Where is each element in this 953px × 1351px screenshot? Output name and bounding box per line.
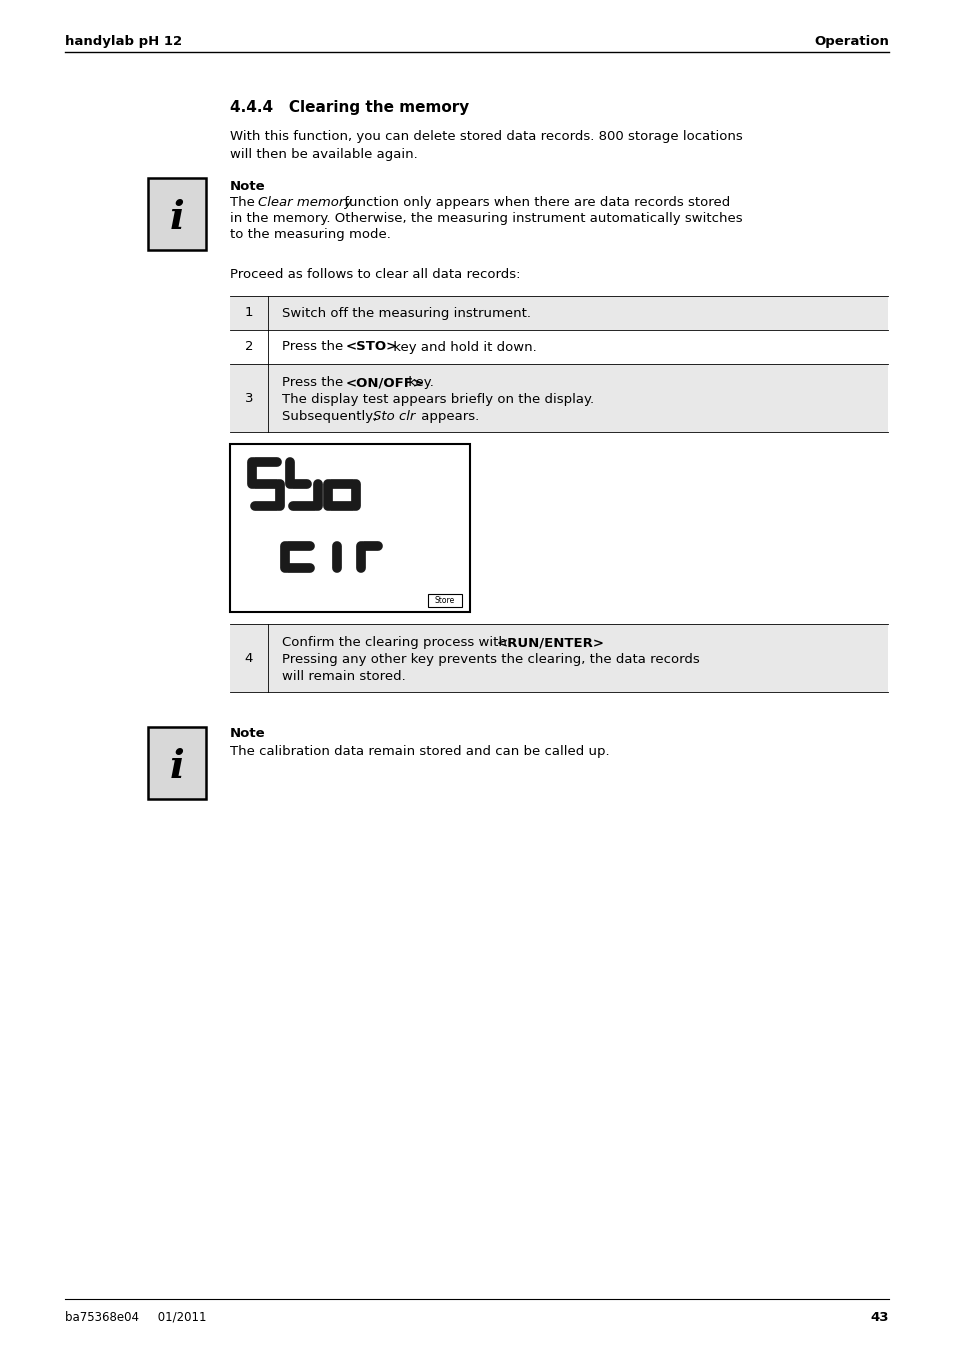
Text: handylab pH 12: handylab pH 12	[65, 35, 182, 49]
Text: Confirm the clearing process with: Confirm the clearing process with	[282, 636, 511, 648]
Text: will remain stored.: will remain stored.	[282, 670, 405, 684]
Bar	[230, 444, 470, 612]
Text: Press the: Press the	[282, 340, 347, 354]
Bar	[230, 624, 887, 692]
Text: Operation: Operation	[813, 35, 888, 49]
Text: The calibration data remain stored and can be called up.: The calibration data remain stored and c…	[230, 744, 609, 758]
Text: The: The	[230, 196, 259, 209]
Text: ba75368e04     01/2011: ba75368e04 01/2011	[65, 1310, 206, 1324]
Bar	[148, 178, 206, 250]
Text: <RUN/ENTER>: <RUN/ENTER>	[497, 636, 604, 648]
Text: key.: key.	[403, 376, 434, 389]
Text: Pressing any other key prevents the clearing, the data records: Pressing any other key prevents the clea…	[282, 653, 699, 666]
Bar	[230, 296, 887, 330]
Text: i: i	[170, 748, 184, 786]
Text: With this function, you can delete stored data records. 800 storage locations: With this function, you can delete store…	[230, 130, 742, 143]
Text: Sto clr: Sto clr	[373, 409, 415, 423]
Text: <ON/OFF>: <ON/OFF>	[346, 376, 424, 389]
Text: 3: 3	[245, 392, 253, 404]
Bar	[230, 363, 887, 432]
Text: Subsequently,: Subsequently,	[282, 409, 381, 423]
Text: 4: 4	[245, 651, 253, 665]
Text: will then be available again.: will then be available again.	[230, 149, 417, 161]
Text: The display test appears briefly on the display.: The display test appears briefly on the …	[282, 393, 594, 407]
Bar	[230, 330, 887, 363]
Text: Clear memory: Clear memory	[257, 196, 352, 209]
Text: <STO>: <STO>	[346, 340, 397, 354]
Text: function only appears when there are data records stored: function only appears when there are dat…	[339, 196, 729, 209]
Text: Press the: Press the	[282, 376, 347, 389]
Text: Store: Store	[435, 596, 455, 605]
Text: to the measuring mode.: to the measuring mode.	[230, 228, 391, 240]
Text: in the memory. Otherwise, the measuring instrument automatically switches: in the memory. Otherwise, the measuring …	[230, 212, 741, 226]
Bar	[148, 727, 206, 798]
Text: appears.: appears.	[416, 409, 478, 423]
Text: i: i	[170, 199, 184, 236]
Text: key and hold it down.: key and hold it down.	[389, 340, 537, 354]
Text: Note: Note	[230, 180, 265, 193]
Text: 43: 43	[869, 1310, 888, 1324]
Text: Proceed as follows to clear all data records:: Proceed as follows to clear all data rec…	[230, 267, 520, 281]
Text: .: .	[577, 636, 580, 648]
Text: Note: Note	[230, 727, 265, 740]
Text: 4.4.4   Clearing the memory: 4.4.4 Clearing the memory	[230, 100, 469, 115]
Bar	[428, 594, 461, 607]
Text: 2: 2	[245, 340, 253, 354]
Text: Switch off the measuring instrument.: Switch off the measuring instrument.	[282, 307, 531, 319]
Text: 1: 1	[245, 307, 253, 319]
